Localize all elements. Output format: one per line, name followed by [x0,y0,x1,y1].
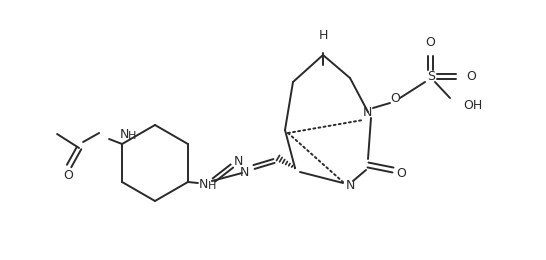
Text: H: H [207,181,216,191]
Text: OH: OH [463,99,482,112]
Text: H: H [318,29,328,42]
Text: O: O [466,69,476,82]
Text: N: N [345,179,355,192]
Text: N: N [120,128,129,141]
Text: O: O [390,92,400,105]
Text: N: N [234,154,244,167]
Text: O: O [425,36,435,49]
Text: O: O [396,166,406,179]
Text: H: H [128,131,136,140]
Text: N: N [363,106,372,119]
Text: N: N [239,166,248,179]
Text: N: N [199,178,209,191]
Text: O: O [63,168,73,181]
Text: S: S [427,69,435,82]
